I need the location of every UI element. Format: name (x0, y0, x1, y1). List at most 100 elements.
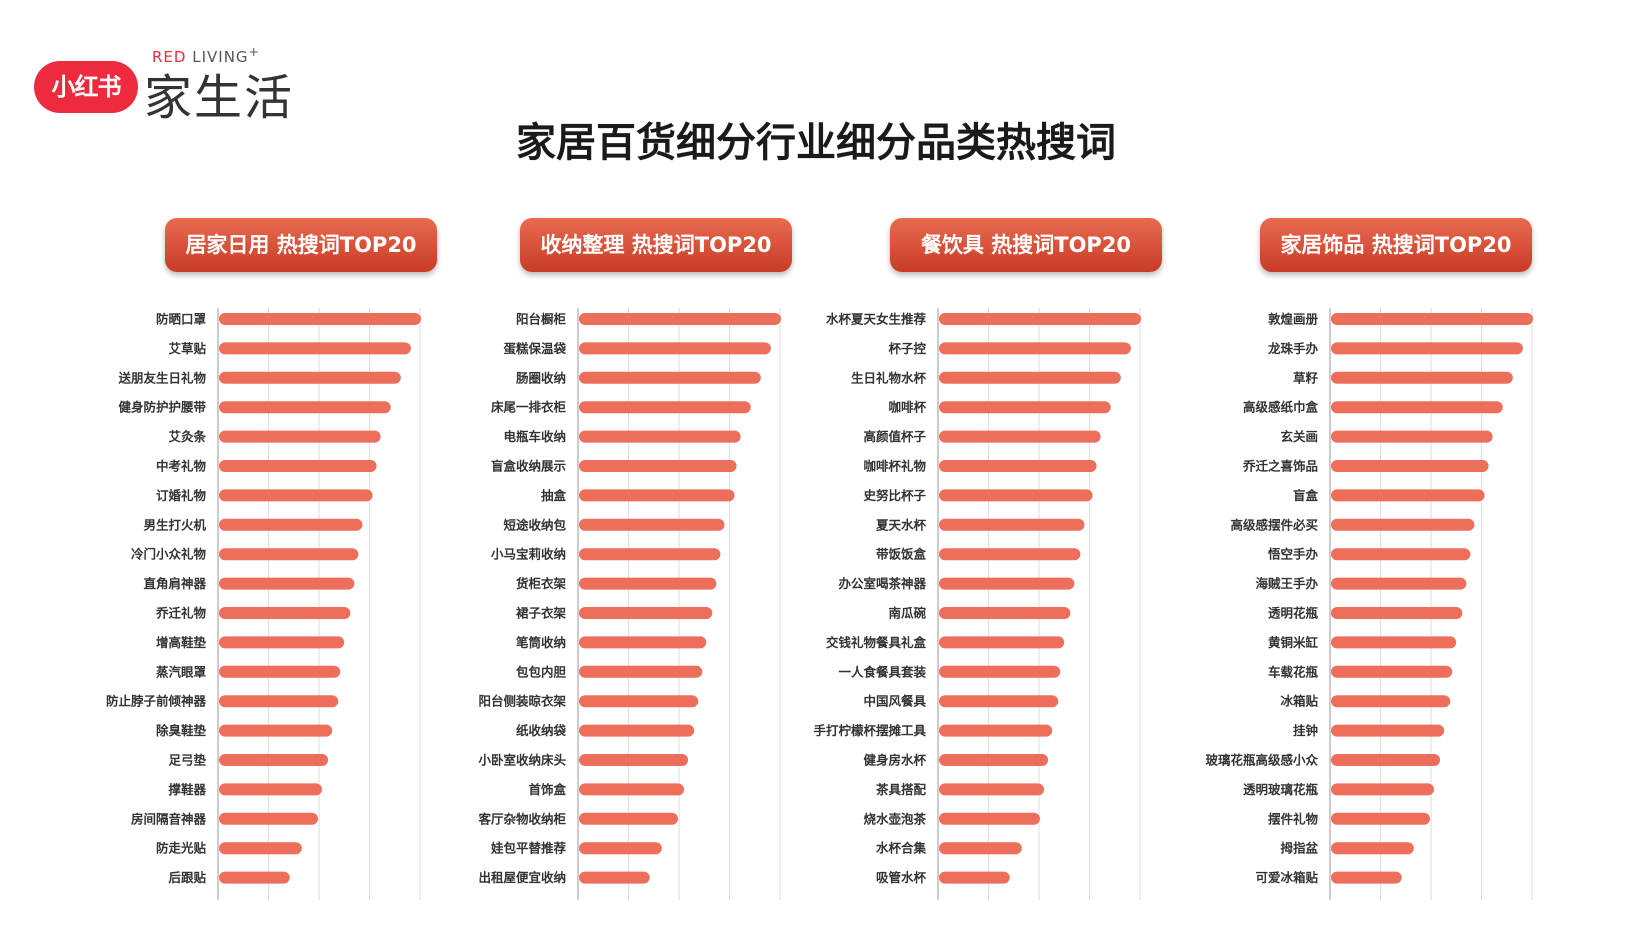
bar (579, 724, 695, 737)
bar (219, 518, 363, 531)
bar (579, 518, 725, 531)
category-label: 冰箱贴 (1280, 694, 1318, 709)
bar (939, 636, 1065, 649)
bar (1331, 607, 1463, 619)
category-label: 包包内胆 (515, 664, 567, 679)
category-label: 海贼王手办 (1255, 576, 1318, 591)
logo-sub-plus: + (248, 44, 261, 59)
chart-4: 敦煌画册龙珠手办草籽高级感纸巾盒玄关画乔迁之喜饰品盲盒高级感摆件必买悟空手办海贼… (1205, 308, 1533, 900)
category-label: 交钱礼物餐具礼盒 (826, 635, 927, 650)
category-label: 增高鞋垫 (156, 635, 207, 650)
category-label: 黄铜米缸 (1268, 635, 1319, 650)
bar (579, 754, 689, 766)
chart-header-4: 家居饰品 热搜词TOP20 (1260, 218, 1532, 272)
category-label: 透明玻璃花瓶 (1243, 782, 1319, 797)
bar (579, 842, 662, 855)
category-label: 房间隔音神器 (131, 811, 207, 826)
bar (1331, 460, 1489, 472)
category-label: 乔迁之喜饰品 (1242, 459, 1318, 474)
bar (1331, 548, 1471, 561)
category-label: 防走光贴 (156, 841, 207, 856)
category-label: 阳台橱柜 (516, 312, 567, 327)
category-label: 送朋友生日礼物 (117, 370, 206, 385)
category-label: 笔筒收纳 (515, 635, 566, 650)
bar (1331, 489, 1485, 502)
category-label: 盲盒收纳展示 (491, 459, 567, 474)
category-label: 玻璃花瓶高级感小众 (1205, 753, 1318, 768)
category-label: 防止脖子前倾神器 (106, 694, 207, 709)
bar (939, 665, 1061, 678)
category-label: 高颜值杯子 (863, 429, 926, 444)
bar (579, 577, 717, 590)
bar (939, 371, 1121, 384)
bar (219, 489, 373, 502)
bar (1331, 724, 1445, 737)
bar (939, 812, 1040, 825)
bar (1331, 401, 1503, 414)
bar (1331, 754, 1441, 766)
bar (219, 430, 381, 443)
logo-sub-red: RED (152, 48, 187, 66)
category-label: 冷门小众礼物 (131, 547, 207, 562)
category-label: 茶具搭配 (875, 782, 927, 797)
bar (219, 371, 401, 384)
category-label: 生日礼物水杯 (851, 370, 927, 385)
category-label: 龙珠手办 (1267, 341, 1319, 356)
bar (219, 460, 377, 472)
category-label: 小马宝莉收纳 (490, 547, 566, 562)
bar (579, 313, 781, 325)
bar (939, 313, 1141, 325)
chart-header-1: 居家日用 热搜词TOP20 (165, 218, 437, 272)
bar (1331, 577, 1467, 590)
bar (219, 342, 411, 355)
bar (579, 548, 721, 561)
category-label: 摆件礼物 (1268, 811, 1319, 826)
bar (579, 665, 703, 678)
chart-header-3: 餐饮具 热搜词TOP20 (890, 218, 1162, 272)
category-label: 夏天水杯 (875, 517, 927, 532)
category-label: 健身房水杯 (863, 753, 926, 768)
category-label: 史努比杯子 (863, 488, 926, 503)
category-label: 咖啡杯礼物 (863, 459, 926, 474)
category-label: 蒸汽眼罩 (156, 664, 207, 679)
bar (1331, 665, 1453, 678)
bar (219, 313, 421, 325)
bar (1331, 695, 1451, 708)
category-label: 中国风餐具 (863, 694, 926, 709)
bar (219, 695, 339, 708)
category-label: 小卧室收纳床头 (477, 753, 566, 768)
bar (939, 430, 1101, 443)
bar (939, 695, 1059, 708)
bar (1331, 783, 1435, 796)
category-label: 水杯夏天女生推荐 (826, 312, 927, 327)
bar (1331, 313, 1533, 325)
bar (1331, 371, 1513, 384)
bar (579, 695, 699, 708)
category-label: 高级感摆件必买 (1230, 517, 1318, 532)
category-label: 裙子衣架 (515, 606, 567, 621)
category-label: 出租屋便宜收纳 (478, 870, 566, 885)
category-label: 纸收纳袋 (516, 723, 567, 738)
category-label: 娃包平替推荐 (490, 841, 567, 856)
category-label: 草籽 (1293, 370, 1319, 385)
category-label: 拇指盆 (1280, 841, 1318, 856)
bar (219, 665, 341, 678)
bar (579, 783, 685, 796)
bar (219, 577, 355, 590)
bar (939, 871, 1010, 884)
bar (579, 371, 761, 384)
category-label: 透明花瓶 (1268, 606, 1319, 621)
bar (1331, 518, 1475, 531)
logo-subtitle: RED LIVING+ (152, 44, 260, 66)
bar (1331, 812, 1430, 825)
bar (219, 607, 351, 619)
category-label: 中考礼物 (156, 459, 207, 474)
category-label: 男生打火机 (143, 517, 206, 532)
category-label: 足弓垫 (168, 753, 206, 768)
category-label: 货柜衣架 (516, 576, 567, 591)
category-label: 艾草贴 (168, 341, 206, 356)
category-label: 玄关画 (1280, 429, 1318, 444)
chart-1: 防晒口罩艾草贴送朋友生日礼物健身防护护腰带艾灸条中考礼物订婚礼物男生打火机冷门小… (106, 308, 421, 900)
logo-sub-living: LIVING (192, 48, 249, 66)
bar (579, 636, 707, 649)
